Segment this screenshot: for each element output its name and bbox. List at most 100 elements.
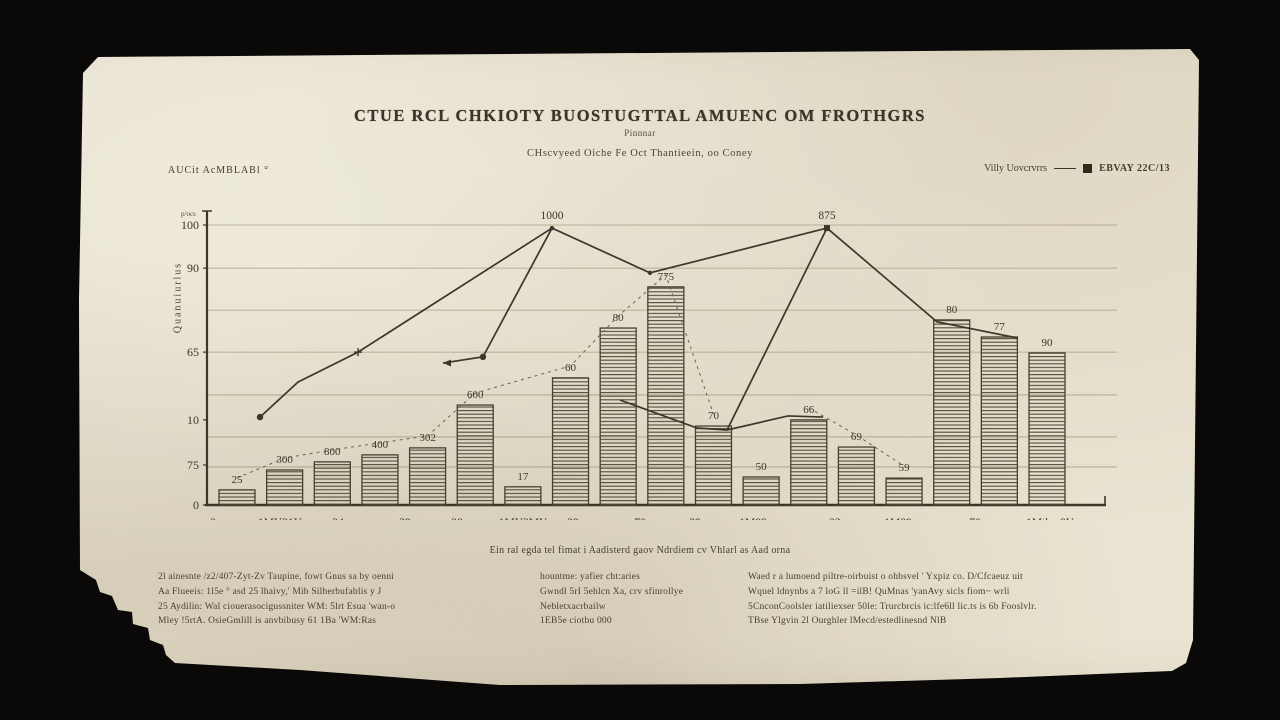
bar — [742, 476, 780, 506]
leader-line — [808, 407, 905, 467]
bar-label: 69 — [851, 431, 863, 443]
bar-label: 60 — [565, 362, 577, 374]
x-tick-label: 1M89 — [739, 517, 767, 520]
bar — [980, 336, 1019, 506]
chart-title: CTUE RCL CHKIOTY BUOSTUGTTAL AMUENC OM F… — [354, 106, 926, 125]
bar — [647, 286, 685, 506]
bar — [837, 446, 876, 506]
line-pointer-left — [442, 227, 553, 364]
footnote-line: Wquel ldnynbs a 7 loG ll =ilB! QuMnas 'y… — [748, 586, 1010, 597]
x-tick-label: 70 — [969, 517, 981, 520]
x-tick-label: 1Mthm8Y — [1026, 517, 1075, 520]
bar — [694, 425, 733, 506]
bar-label: 50 — [756, 461, 768, 473]
bar-label: 302 — [419, 432, 436, 444]
footnote-line: 1EB5e ciotbu 000 — [540, 616, 612, 627]
x-tick-label: 29 — [567, 517, 579, 520]
x-tick-label: 1MY3MY — [499, 517, 548, 520]
bar — [599, 327, 637, 506]
bar-label: 800 — [324, 446, 341, 458]
legend: Villy Uovcrvrrs EBVAY 22C/13 — [984, 163, 1170, 174]
bar — [408, 447, 447, 506]
dot-marker — [479, 353, 487, 361]
y-axis-title: Quanuiurlus — [172, 261, 184, 334]
legend-line-label: Villy Uovcrvrrs — [984, 163, 1048, 174]
bar — [361, 454, 399, 506]
footnote-line: 5CnconCoolsler iatiliexser 50le: Trurcbr… — [748, 601, 1037, 612]
leader-line — [236, 274, 714, 479]
bar-label: 90 — [1042, 337, 1054, 349]
line-valley-curve — [619, 399, 824, 431]
footnote-line: 2l ainesnte /z2/407-Zyt-Zv Taupine, fowt… — [158, 572, 395, 582]
legend-square-icon — [1083, 164, 1093, 173]
footnote-line: Nebletxacrbailw — [540, 601, 606, 612]
y-tick-label: 65 — [187, 345, 199, 359]
bar-label: 77 — [994, 321, 1006, 333]
footnote-column-left: 2l ainesnte /z2/407-Zyt-Zv Taupine, fowt… — [158, 570, 498, 629]
x-tick-label: 28 — [451, 517, 463, 520]
footnote-line: hountme: yafier cht:aries — [540, 572, 640, 582]
x-tick-label: 2 — [210, 517, 216, 520]
legend-line-icon — [1054, 168, 1077, 169]
bar — [218, 489, 256, 506]
arrow-left-icon — [442, 359, 451, 367]
bar-label: 59 — [899, 462, 911, 474]
dot-marker — [647, 270, 653, 276]
y-tick-label: 75 — [187, 458, 199, 472]
dot-marker — [256, 413, 264, 421]
chart-subtitle: Pinnnar — [624, 128, 656, 138]
line-main-curve — [259, 227, 1019, 418]
y-tick-label: 0 — [193, 498, 199, 512]
footnote-line: Mley !5rtA. OsieGmlill is anvbibusy 61 1… — [158, 616, 377, 627]
corner-label: AUCit AcMBLABl ° — [168, 165, 270, 176]
bar — [456, 404, 494, 506]
bar — [504, 486, 542, 506]
legend-square-label: EBVAY 22C/13 — [1099, 163, 1170, 174]
footnote-line: 25 Aydilin: Wal ciouerasocigussniter WM:… — [158, 601, 396, 612]
footnote-column-middle: hountme: yafier cht:aries Gwndl 5rI 5ehl… — [540, 570, 755, 629]
dot-marker — [549, 225, 555, 231]
chart-svg: 100 90 65 10 75 0 25 300 800 400 302 600 17 60 80 775 70… — [181, 210, 1117, 520]
bar — [885, 477, 923, 506]
x-tick-label: 22 — [829, 517, 841, 520]
x-tick-label: 39 — [399, 517, 411, 520]
square-marker — [823, 225, 830, 232]
bar-label: 25 — [231, 474, 243, 486]
bar-label: 66 — [803, 404, 815, 416]
footnote-line: Waed r a lumoend piltre-oirbuist o ohbsv… — [748, 572, 1023, 582]
footnote-line: Aa Flueeis: 1l5e ° asd 25 lhaivy,' Mib S… — [158, 586, 382, 597]
x-tick-label: 70 — [634, 517, 646, 520]
bar-label: 600 — [467, 389, 484, 401]
footnote-column-right: Waed r a lumoend piltre-oirbuist o ohbsv… — [748, 570, 1088, 629]
bar — [1028, 352, 1066, 506]
bar — [313, 461, 351, 506]
bar — [790, 419, 828, 506]
x-tick-label: 1M89 — [884, 517, 912, 520]
chart-subtitle-2: CHscvyeed Oiche Fe Oct Thantieein, oo Co… — [527, 148, 753, 159]
y-tick-label: 100 — [181, 218, 199, 232]
bar-label: 17 — [517, 471, 529, 483]
bar — [933, 319, 971, 506]
bar-label: 80 — [946, 304, 958, 316]
x-tick-label: 29 — [689, 517, 701, 520]
line-peak-label: 1000 — [541, 210, 564, 222]
bar — [551, 377, 590, 506]
x-tick-label: 24 — [332, 517, 344, 520]
bar-label: 775 — [658, 271, 675, 283]
bar-label: 300 — [276, 454, 293, 466]
footnote-line: Gwndl 5rI 5ehlcn Xa, crv sfinrollye — [540, 586, 684, 597]
line-peak-label: 875 — [818, 210, 836, 222]
y-tick-label: 90 — [187, 261, 199, 275]
y-axis-superscript: p/ocs — [181, 210, 196, 218]
y-tick-label: 10 — [187, 413, 199, 427]
line-peak2-riser — [726, 227, 828, 431]
x-tick-label: 1MY21Y — [258, 517, 303, 520]
bar-label: 400 — [372, 439, 389, 451]
bar — [265, 469, 304, 506]
bar-label: 80 — [613, 312, 625, 324]
chart-caption: Ein ral egda tel fimat i Aadisterd gaov … — [489, 545, 791, 556]
footnote-line: TBse Ylgvin 2l Ourghler lMecd/estedlines… — [748, 616, 947, 627]
bar-label: 70 — [708, 410, 720, 422]
